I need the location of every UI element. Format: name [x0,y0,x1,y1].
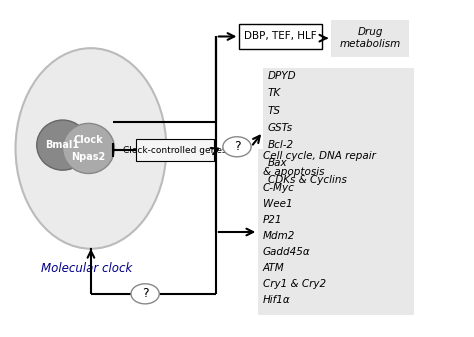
Text: Clock: Clock [73,135,103,145]
Text: Bmal1: Bmal1 [46,140,80,150]
Text: DBP, TEF, HLF: DBP, TEF, HLF [244,31,317,41]
Text: ATM: ATM [263,263,285,273]
Text: ?: ? [142,287,148,300]
Ellipse shape [16,48,166,249]
Text: Drug
metabolism: Drug metabolism [339,27,401,49]
Text: Cry1 & Cry2: Cry1 & Cry2 [263,279,326,289]
Text: & apoptosis: & apoptosis [263,167,324,177]
Ellipse shape [36,120,89,170]
Text: P21: P21 [263,215,283,225]
Text: Hif1α: Hif1α [263,295,291,305]
Text: DPYD: DPYD [268,71,296,81]
Circle shape [223,137,251,157]
Bar [263,68,414,195]
FancyBboxPatch shape [239,24,322,49]
Bar [258,149,414,315]
Text: C-Myc: C-Myc [263,183,295,193]
Text: TS: TS [268,105,281,116]
Bar [331,20,409,57]
Circle shape [131,284,159,304]
Text: Cell cycle, DNA repair: Cell cycle, DNA repair [263,151,376,161]
Text: Bcl-2: Bcl-2 [268,140,294,150]
Text: Clock-controlled genes: Clock-controlled genes [123,146,227,155]
FancyBboxPatch shape [136,139,214,161]
Text: Wee1: Wee1 [263,199,292,209]
Ellipse shape [63,123,115,174]
Text: Gadd45α: Gadd45α [263,247,310,257]
Text: ?: ? [234,140,240,153]
Text: Bax: Bax [268,158,287,167]
Text: Mdm2: Mdm2 [263,231,295,241]
Text: Npas2: Npas2 [72,152,106,162]
Text: Molecular clock: Molecular clock [41,262,132,275]
Text: TK: TK [268,88,281,98]
Text: CDKs & Cyclins: CDKs & Cyclins [268,175,346,185]
Text: GSTs: GSTs [268,123,293,133]
